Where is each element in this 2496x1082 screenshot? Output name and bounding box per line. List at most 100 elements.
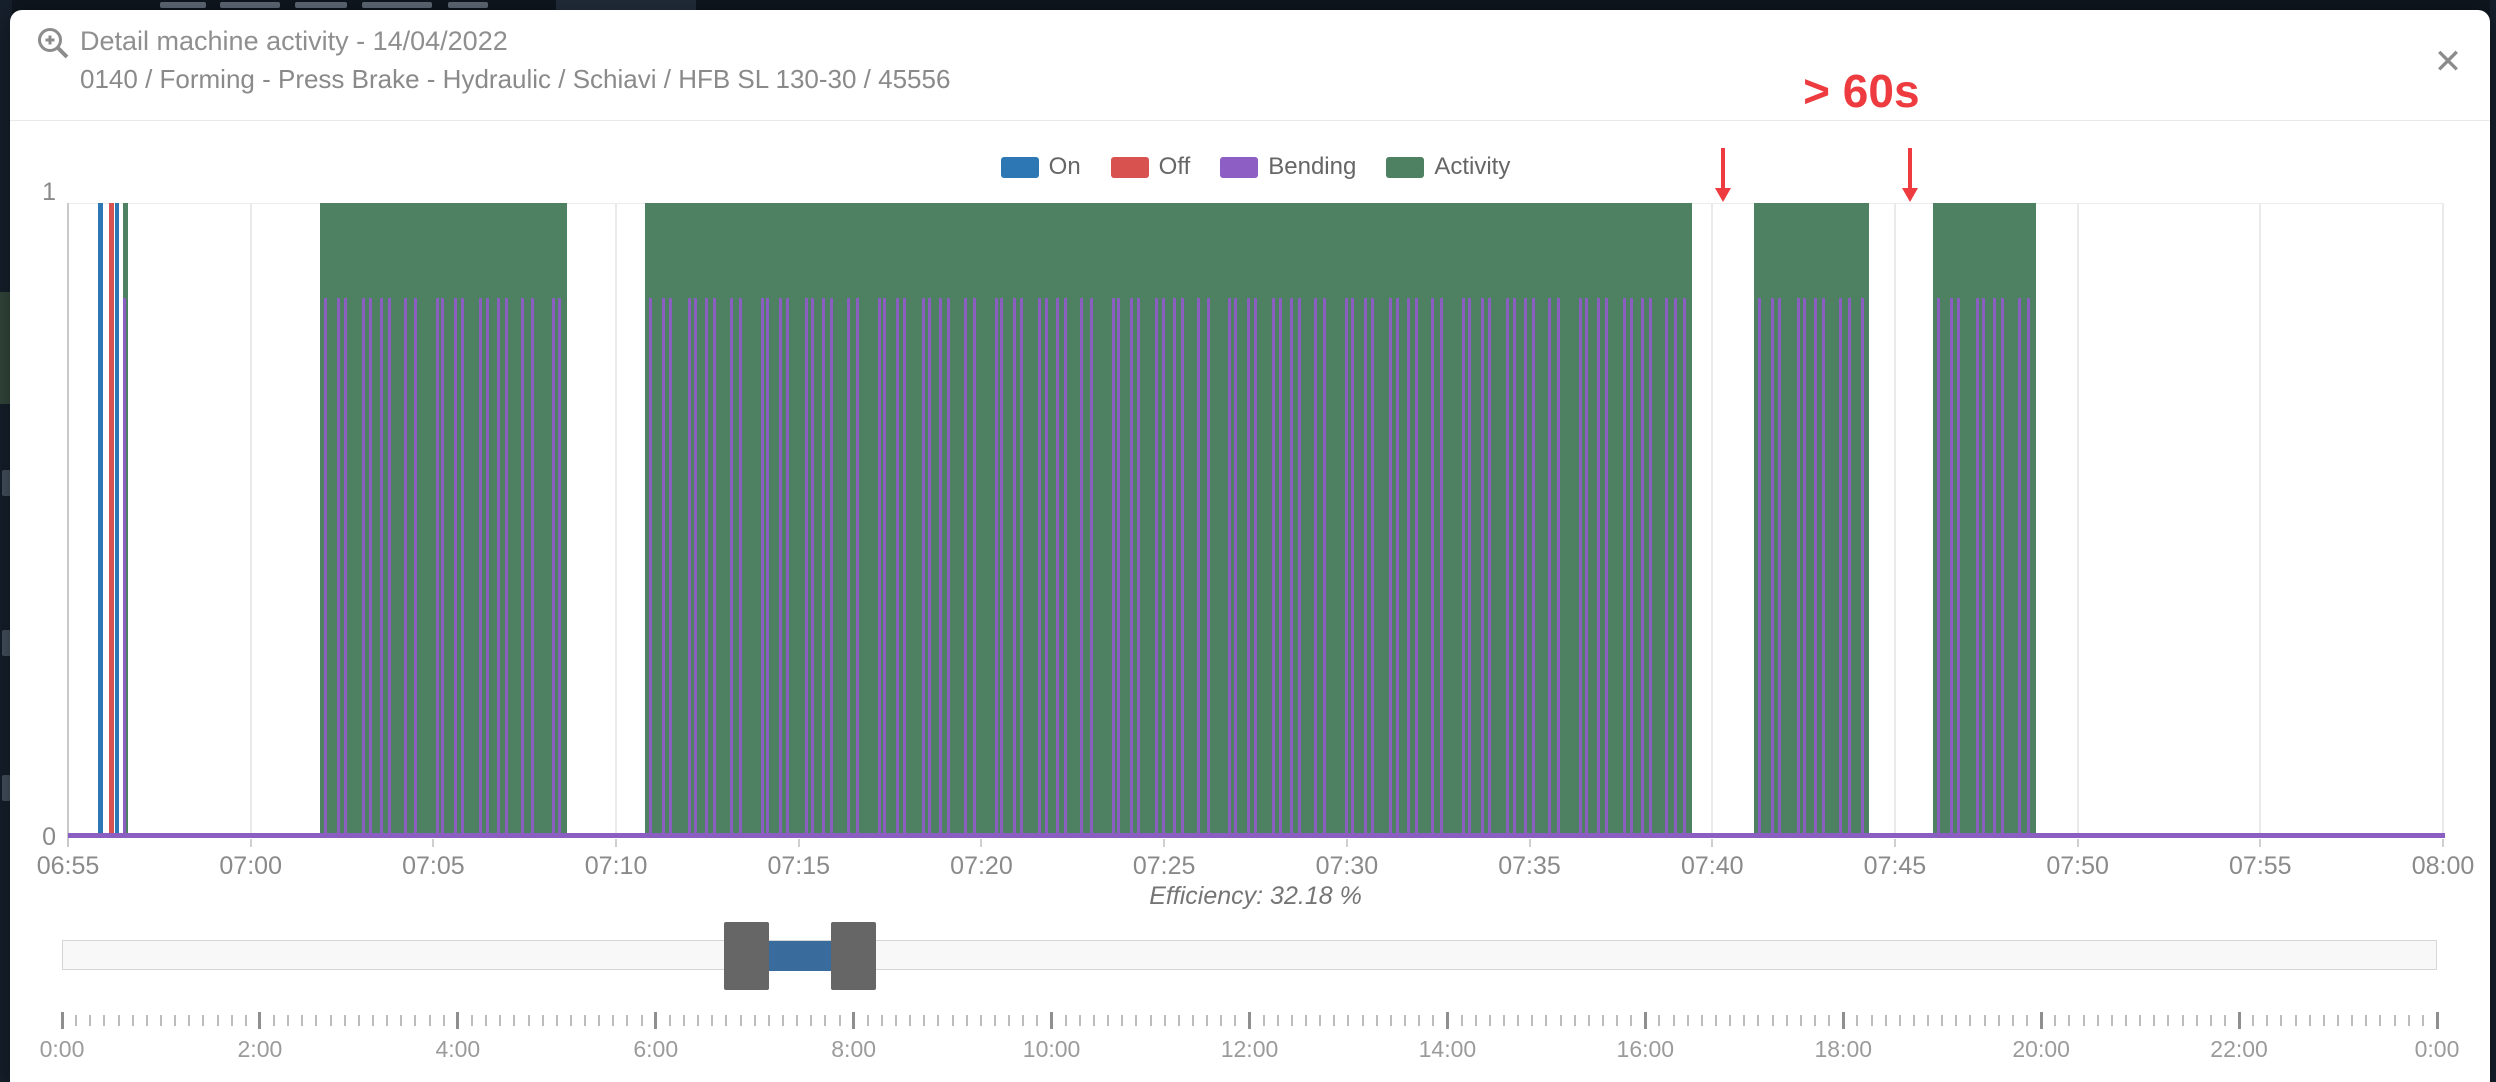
ruler-minor-tick	[1856, 1015, 1859, 1026]
bending-mark	[928, 298, 932, 838]
x-axis-tick	[2442, 839, 2444, 847]
bending-mark	[1860, 298, 1864, 838]
ruler-minor-tick	[287, 1015, 290, 1026]
ruler-minor-tick	[1799, 1015, 1802, 1026]
bending-mark	[461, 298, 465, 838]
ruler-label: 12:00	[1220, 1036, 1279, 1062]
ruler-minor-tick	[612, 1015, 615, 1026]
ruler-minor-tick	[1319, 1015, 1322, 1026]
bending-mark	[1180, 298, 1184, 838]
ruler-major-tick	[60, 1012, 64, 1029]
ruler-minor-tick	[951, 1015, 954, 1026]
bending-mark	[1111, 298, 1115, 838]
ruler-minor-tick	[796, 1015, 799, 1026]
ruler-minor-tick	[372, 1015, 374, 1026]
ruler-minor-tick	[1276, 1015, 1279, 1026]
x-axis-label: 07:00	[219, 852, 282, 880]
bending-mark	[662, 298, 666, 838]
y-axis-line	[67, 203, 69, 847]
bending-mark	[1020, 298, 1024, 838]
ruler-minor-tick	[1559, 1015, 1562, 1026]
bending-mark	[738, 298, 742, 838]
bending-mark	[380, 298, 383, 838]
ruler-label: 10:00	[1022, 1036, 1081, 1062]
grid-line	[1893, 203, 1896, 838]
ruler-minor-tick	[2096, 1015, 2099, 1026]
close-icon[interactable]: ✕	[2433, 43, 2463, 81]
bending-mark	[729, 298, 733, 838]
grid-line	[2259, 203, 2262, 838]
ruler-minor-tick	[2294, 1015, 2297, 1026]
bending-mark	[1172, 298, 1176, 838]
x-axis-tick	[615, 839, 618, 847]
bending-mark	[479, 298, 483, 838]
ruler-major-tick	[258, 1012, 262, 1029]
legend-item-off[interactable]: Off	[1110, 153, 1190, 181]
background-app-right	[2490, 0, 2496, 1082]
ruler-minor-tick	[216, 1015, 219, 1026]
bending-mark	[1975, 298, 1979, 838]
ruler-minor-tick	[1587, 1015, 1590, 1026]
background-sidebar-icon	[2, 630, 11, 656]
legend-item-bending[interactable]: Bending	[1220, 153, 1356, 181]
bending-mark	[846, 298, 850, 838]
x-axis-label: 07:45	[1863, 852, 1927, 880]
ruler-label: 2:00	[237, 1036, 283, 1062]
efficiency-label: Efficiency: 32.18 %	[1149, 882, 1362, 910]
ruler-label: 6:00	[633, 1036, 679, 1062]
bending-mark	[1814, 298, 1818, 838]
bending-mark	[504, 298, 508, 838]
legend-item-on[interactable]: On	[1000, 153, 1081, 181]
bending-mark	[822, 298, 826, 838]
ruler-minor-tick	[838, 1015, 841, 1026]
ruler-minor-tick	[2153, 1015, 2156, 1026]
legend-item-activity[interactable]: Activity	[1386, 153, 1510, 181]
bending-mark	[1395, 298, 1399, 838]
ruler-minor-tick	[1333, 1015, 1336, 1026]
ruler-major-tick	[1841, 1012, 1845, 1029]
ruler-label: 0:00	[39, 1036, 85, 1062]
ruler-label: 22:00	[2210, 1036, 2268, 1062]
bending-mark	[530, 298, 534, 838]
bending-mark	[786, 298, 790, 838]
bending-mark	[1758, 298, 1762, 838]
range-slider-right-handle[interactable]	[831, 922, 877, 990]
ruler-minor-tick	[315, 1015, 318, 1026]
ruler-minor-tick	[1757, 1015, 1760, 1026]
ruler-minor-tick	[470, 1015, 473, 1026]
bending-mark	[947, 298, 951, 838]
bending-mark	[388, 298, 392, 838]
ruler-minor-tick	[1616, 1015, 1619, 1026]
x-axis-tick	[1528, 839, 1531, 847]
bending-mark	[895, 298, 899, 838]
bending-mark	[1683, 298, 1687, 838]
ruler-minor-tick	[2124, 1015, 2127, 1026]
ruler-minor-tick	[1517, 1015, 1520, 1026]
ruler-minor-tick	[75, 1015, 78, 1026]
bending-mark	[811, 298, 815, 838]
range-slider-track[interactable]	[62, 940, 2437, 970]
ruler-minor-tick	[1206, 1015, 1209, 1026]
bending-mark	[1623, 298, 1627, 838]
bending-mark	[1350, 298, 1354, 838]
activity-bar	[645, 203, 1693, 838]
ruler-minor-tick	[1502, 1015, 1505, 1026]
range-slider-left-handle[interactable]	[723, 922, 769, 990]
bending-mark	[1665, 298, 1669, 838]
bending-mark	[2026, 298, 2030, 838]
ruler-minor-tick	[1601, 1015, 1604, 1026]
ruler-major-tick	[852, 1012, 856, 1029]
ruler-minor-tick	[386, 1015, 389, 1026]
bending-mark	[2017, 298, 2021, 838]
bending-mark	[1982, 298, 1986, 838]
ruler-minor-tick	[2082, 1015, 2085, 1026]
bending-mark	[1523, 298, 1527, 838]
ruler-minor-tick	[1389, 1015, 1392, 1026]
header-divider	[10, 120, 2490, 121]
background-text-fragment	[160, 2, 206, 8]
ruler-minor-tick	[697, 1015, 700, 1026]
bending-mark	[435, 298, 439, 838]
legend-swatch-bending	[1220, 156, 1259, 178]
bending-mark	[1129, 298, 1133, 838]
ruler-minor-tick	[2167, 1015, 2170, 1026]
